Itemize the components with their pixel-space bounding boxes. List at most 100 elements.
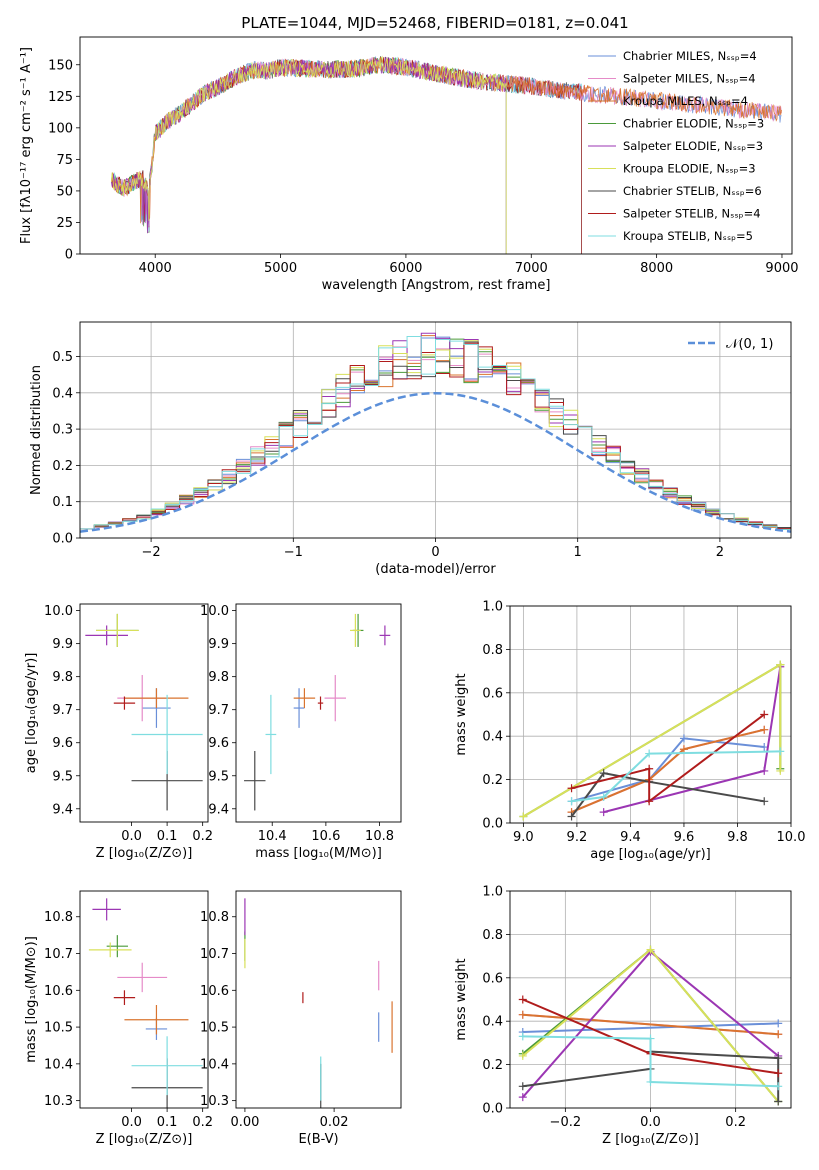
histogram-step — [80, 336, 791, 538]
x-axis-label: mass [log₁₀(M/M⊙)] — [255, 846, 382, 861]
errorbar-point — [293, 688, 305, 728]
weight-marker — [774, 1097, 783, 1106]
errorbar-point — [85, 625, 128, 646]
x-tick-label: −1 — [284, 545, 303, 560]
weight-marker — [599, 769, 608, 778]
plot-area — [518, 945, 783, 1106]
errorbar-point — [350, 613, 361, 647]
y-tick-label: 0.4 — [482, 1015, 503, 1030]
weight-marker — [518, 1093, 527, 1102]
y-tick-label: 9.5 — [52, 769, 73, 784]
y-tick-label: 9.8 — [52, 670, 73, 685]
weight-marker — [519, 812, 528, 821]
axes-frame — [79, 36, 793, 255]
y-tick-label: 0.0 — [52, 532, 73, 547]
y-tick-label: 100 — [48, 121, 73, 136]
weight-marker — [774, 1054, 783, 1063]
y-tick-label: 10.5 — [44, 1021, 73, 1036]
x-tick-label: −0.2 — [550, 1115, 582, 1130]
errorbar-point — [124, 688, 189, 709]
plot-area — [85, 613, 203, 811]
errorbar-point — [117, 962, 168, 993]
weight-line — [522, 1022, 779, 1033]
y-tick-label: 125 — [48, 90, 73, 105]
weight-marker — [774, 1019, 783, 1028]
plot-area — [80, 332, 791, 538]
x-tick-label: 0.2 — [192, 1115, 213, 1130]
weight-line — [570, 771, 765, 818]
y-tick-label: 10.4 — [200, 1057, 229, 1072]
y-axis-label: Normed distribution — [29, 365, 44, 495]
legend-label: Chabrier MILES, Nₛₛₚ=4 — [623, 49, 757, 63]
legend-label: 𝒩(0, 1) — [726, 337, 773, 352]
y-tick-label: 10.7 — [44, 947, 73, 962]
y-tick-label: 9.6 — [52, 736, 73, 751]
weight-marker — [760, 797, 769, 806]
panel-massweight-vs-Z: −0.2 0.0 0.2 0.0 0.2 0.4 0.6 0.8 1.0 Z [log₁₀(Z/Z… — [454, 885, 792, 1147]
y-axis-label: mass [log₁₀(M/M⊙)] — [24, 936, 39, 1063]
x-axis-label: Z [log₁₀(Z/Z⊙)] — [96, 846, 193, 861]
errorbar-point — [113, 990, 136, 1006]
y-tick-label: 9.4 — [208, 802, 229, 817]
legend-label: Chabrier ELODIE, Nₛₛₚ=3 — [623, 117, 764, 131]
weight-marker — [518, 1051, 527, 1060]
x-axis-label: Z [log₁₀(Z/Z⊙)] — [602, 1132, 699, 1147]
y-tick-label: 0.6 — [482, 971, 503, 986]
x-tick-label: 0.0 — [121, 1115, 142, 1130]
x-tick-label: 9.8 — [727, 830, 748, 845]
weight-marker — [774, 1069, 783, 1078]
y-tick-label: 50 — [56, 184, 73, 199]
x-tick-label: 8000 — [640, 261, 673, 276]
weight-marker — [774, 1030, 783, 1039]
y-tick-label: 0.3 — [52, 423, 73, 438]
y-tick-label: 10.8 — [200, 910, 229, 925]
errorbar-point — [379, 625, 391, 646]
y-tick-label: 0.2 — [482, 1058, 503, 1073]
y-tick-label: 0.0 — [482, 817, 503, 832]
plot-area — [110, 55, 782, 254]
legend-label: Salpeter MILES, Nₛₛₚ=4 — [623, 72, 756, 86]
weight-line — [522, 1035, 779, 1088]
x-tick-label: 0 — [431, 545, 439, 560]
y-tick-label: 0.1 — [52, 495, 73, 510]
errorbar-point — [92, 898, 121, 921]
x-tick-label: 9.2 — [567, 830, 588, 845]
y-tick-label: 0.6 — [482, 686, 503, 701]
y-tick-label: 9.8 — [208, 670, 229, 685]
y-tick-label: 0.4 — [52, 386, 73, 401]
weight-marker — [567, 797, 576, 806]
y-tick-label: 9.9 — [208, 637, 229, 652]
panel-mass-vs-ebv: 0.00 0.02 10.3 10.4 10.5 10.6 10.7 10.8 E(B-V) — [200, 890, 402, 1147]
spectrum-line — [110, 57, 582, 254]
weight-marker — [518, 1082, 527, 1091]
axes-frame — [79, 321, 792, 539]
spectrum-line — [111, 56, 507, 254]
errorbar-point — [124, 1005, 189, 1035]
weight-marker — [645, 764, 654, 773]
x-tick-label: 0.00 — [230, 1115, 259, 1130]
plot-area — [244, 613, 391, 811]
y-axis-label: Flux [fλ10⁻¹⁷ erg cm⁻² s⁻¹ A⁻¹] — [19, 47, 34, 244]
weight-marker — [567, 812, 576, 821]
x-tick-label: 0.02 — [320, 1115, 349, 1130]
gaussian-curve — [80, 391, 791, 533]
axes-frame — [79, 890, 209, 1109]
weight-marker — [518, 995, 527, 1004]
legend-label: Chabrier STELIB, Nₛₛₚ=6 — [623, 184, 762, 198]
weight-marker — [646, 1077, 655, 1086]
legend-label: Salpeter STELIB, Nₛₛₚ=4 — [623, 207, 761, 221]
errorbar-point — [88, 942, 132, 958]
weight-marker — [679, 734, 688, 743]
x-tick-label: 10.8 — [365, 829, 394, 844]
x-tick-label: 0.2 — [192, 829, 213, 844]
x-tick-label: 2 — [716, 545, 724, 560]
weight-marker — [518, 1032, 527, 1041]
y-tick-label: 9.4 — [52, 802, 73, 817]
x-tick-label: 5000 — [264, 261, 297, 276]
x-tick-label: 10.6 — [311, 829, 340, 844]
weight-marker — [567, 784, 576, 793]
axes-frame — [509, 890, 792, 1109]
weight-marker — [760, 766, 769, 775]
x-axis-label: Z [log₁₀(Z/Z⊙)] — [96, 1132, 193, 1147]
y-tick-label: 25 — [56, 216, 73, 231]
